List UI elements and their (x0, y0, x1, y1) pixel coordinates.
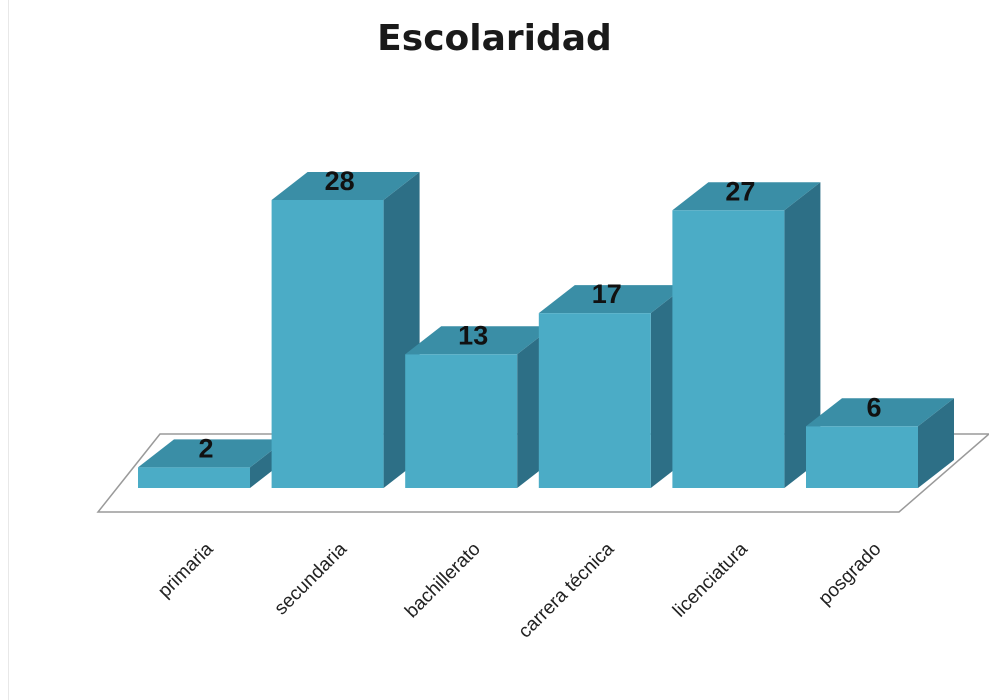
bar-front (538, 313, 651, 488)
bar-2 (271, 172, 420, 488)
bar-front (672, 210, 785, 489)
frame-edge (8, 0, 9, 700)
bar-front (271, 200, 384, 488)
data-label: 6 (866, 392, 881, 422)
category-label: secundaria (271, 538, 352, 619)
data-label: 17 (592, 279, 622, 309)
bar-front (806, 426, 918, 488)
bar-side (918, 398, 954, 488)
category-label: licenciatura (669, 538, 752, 621)
bar-side (784, 182, 821, 489)
chart-title: Escolaridad (377, 18, 612, 59)
data-label: 27 (725, 176, 755, 206)
data-label: 13 (458, 320, 488, 350)
bar-top (806, 398, 954, 427)
data-label: 28 (325, 166, 355, 196)
bar-4 (538, 285, 687, 488)
bar-top (138, 439, 286, 468)
category-label: posgrado (815, 539, 886, 610)
bar-top (538, 285, 687, 314)
bar-6 (806, 398, 954, 488)
bar-5 (672, 182, 821, 489)
data-label: 2 (198, 433, 213, 463)
bar-3 (405, 326, 554, 488)
category-label: primaria (154, 538, 218, 602)
bar-front (138, 467, 250, 488)
category-label: bachillerato (401, 539, 485, 623)
bar-front (405, 354, 518, 488)
category-label: carrera técnica (515, 538, 619, 642)
bar-top (672, 182, 821, 211)
bar-top (405, 326, 554, 355)
bar-top (271, 172, 420, 200)
